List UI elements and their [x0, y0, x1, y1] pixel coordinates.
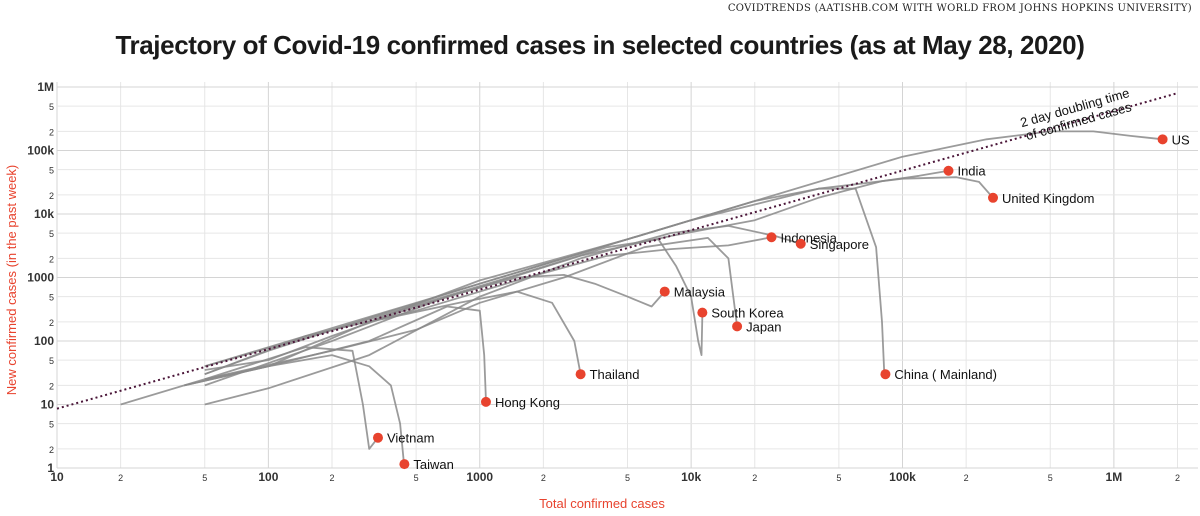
x-tick-label: 10: [50, 470, 64, 484]
y-axis-title: New confirmed cases (in the past week): [4, 165, 19, 395]
series-line: [204, 274, 666, 387]
series-line: [184, 290, 582, 387]
y-tick-label: 5: [49, 356, 54, 366]
country-marker: [988, 192, 999, 203]
x-tick-label: 100k: [889, 470, 916, 484]
x-tick-label: 1000: [466, 470, 493, 484]
country-label: Japan: [746, 319, 781, 334]
series-line: [204, 238, 704, 368]
y-tick-label: 2: [49, 191, 54, 201]
x-tick-label: 10k: [681, 470, 701, 484]
country-label: India: [957, 164, 986, 179]
x-tick-label: 100: [258, 470, 278, 484]
y-tick-label: 5: [49, 420, 54, 430]
y-tick-label: 2: [49, 318, 54, 328]
y-tick-label: 2: [49, 381, 54, 391]
series-line: [184, 354, 406, 469]
country-marker: [766, 232, 777, 243]
x-tick-label: 2: [1175, 473, 1180, 483]
y-tick-label: 1M: [37, 80, 54, 94]
country-label: Singapore: [810, 237, 869, 252]
y-tick-label: 2: [49, 445, 54, 455]
country-label: United Kingdom: [1002, 191, 1095, 206]
country-marker: [575, 369, 586, 380]
y-tick-label: 5: [49, 102, 54, 112]
x-tick-label: 5: [625, 473, 630, 483]
country-lines: [120, 130, 1163, 469]
x-tick-label: 5: [202, 473, 207, 483]
series-line: [204, 130, 1163, 376]
y-tick-label: 100k: [27, 144, 54, 158]
x-axis-title: Total confirmed cases: [539, 496, 665, 511]
x-tick-label: 2: [752, 473, 757, 483]
series-line: [204, 236, 772, 376]
source-credit: COVIDTRENDS (AATISHB.COM WITH WORLD FROM…: [727, 3, 1192, 14]
y-tick-label: 2: [49, 127, 54, 137]
x-tick-label: 5: [836, 473, 841, 483]
y-tick-label: 5: [49, 166, 54, 176]
country-label: China ( Mainland): [894, 367, 997, 382]
series-line: [120, 346, 379, 450]
y-tick-label: 5: [49, 229, 54, 239]
x-tick-label: 5: [414, 473, 419, 483]
country-marker: [732, 321, 743, 332]
country-marker: [943, 165, 954, 176]
country-label: Taiwan: [413, 457, 453, 472]
country-marker: [697, 307, 708, 318]
country-label: South Korea: [711, 306, 784, 321]
country-label: Thailand: [590, 367, 640, 382]
doubling-reference-line: [56, 92, 1178, 410]
country-label: Vietnam: [387, 431, 434, 446]
country-marker: [480, 396, 491, 407]
y-tick-label: 10: [41, 398, 55, 412]
x-tick-label: 2: [329, 473, 334, 483]
y-tick-label: 1: [47, 461, 54, 475]
x-tick-label: 2: [541, 473, 546, 483]
x-tick-label: 2: [118, 473, 123, 483]
y-tick-label: 10k: [34, 207, 54, 221]
country-label: US: [1172, 132, 1190, 147]
y-tick-label: 5: [49, 293, 54, 303]
country-label: Malaysia: [674, 285, 726, 300]
country-marker: [659, 286, 670, 297]
country-marker: [399, 459, 410, 470]
chart-title: Trajectory of Covid-19 confirmed cases i…: [115, 30, 1085, 60]
country-marker: [372, 432, 383, 443]
country-marker: [1157, 134, 1168, 145]
y-tick-label: 100: [34, 334, 54, 348]
country-label: Hong Kong: [495, 395, 560, 410]
y-tick-label: 1000: [27, 271, 54, 285]
series-line: [204, 176, 994, 368]
x-tick-label: 1M: [1106, 470, 1123, 484]
country-label: Indonesia: [780, 230, 837, 245]
y-tick-label: 2: [49, 254, 54, 264]
country-marker: [795, 238, 806, 249]
x-tick-label: 5: [1048, 473, 1053, 483]
country-marker: [880, 369, 891, 380]
series-line: [204, 225, 801, 406]
series-line: [204, 169, 949, 371]
axis-ticks: 10 2 5 100 2 5 1000 2 5 10k 2 5 100k 2 5 1M 2 1 2 5 10 2 5 100 2…: [27, 80, 1180, 484]
x-tick-label: 2: [964, 473, 969, 483]
